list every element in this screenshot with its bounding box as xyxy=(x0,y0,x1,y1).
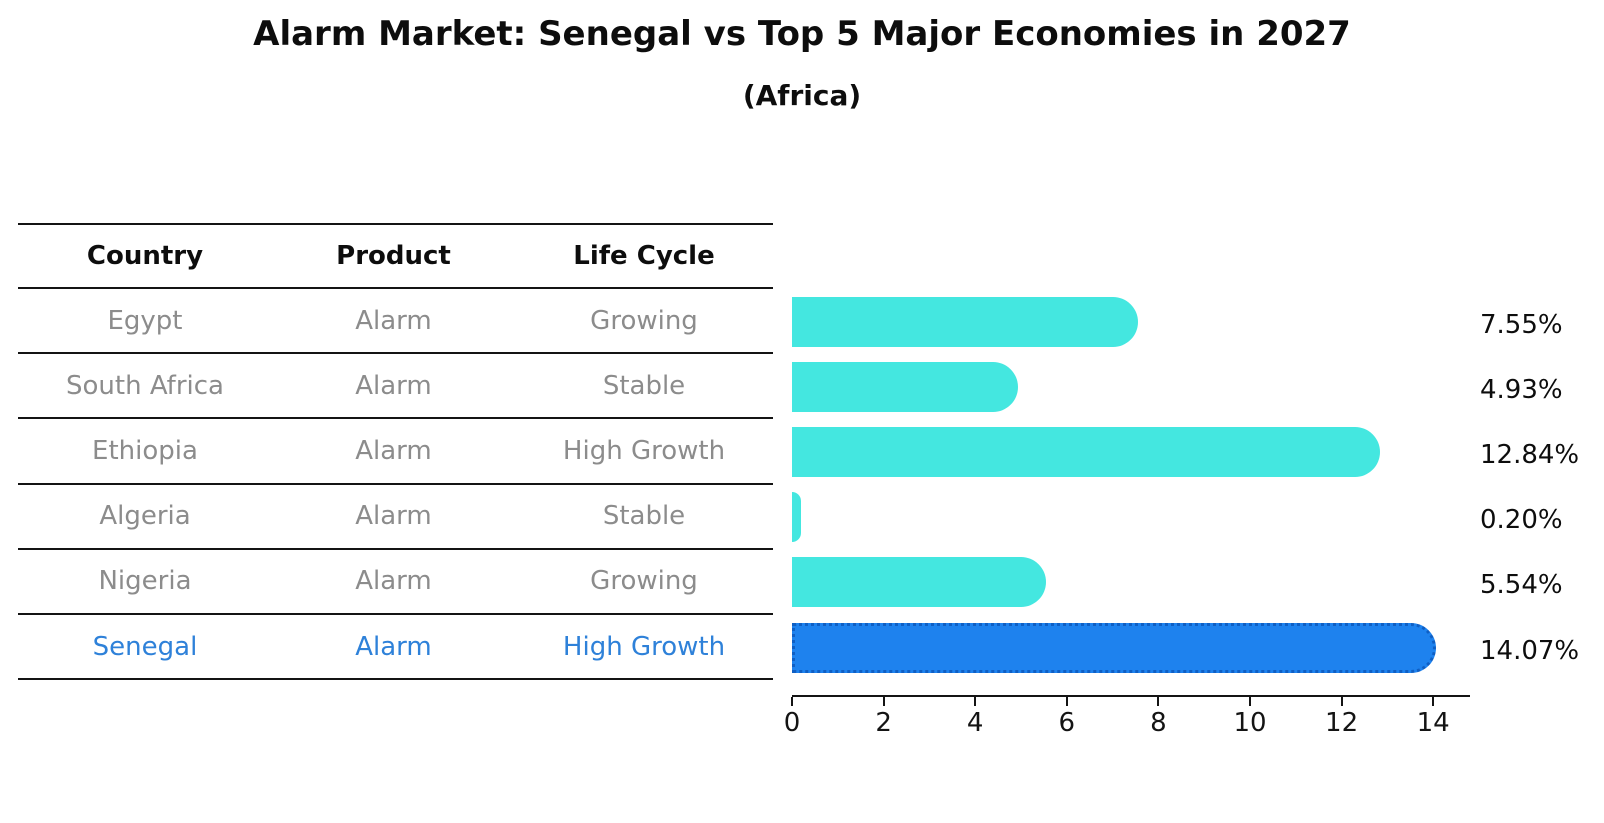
table-row-egypt: Egypt Alarm Growing xyxy=(18,289,773,355)
x-axis-tick-label: 10 xyxy=(1233,708,1267,738)
x-axis-tick xyxy=(1432,697,1435,706)
x-axis-tick-label: 14 xyxy=(1416,708,1450,738)
x-axis-tick-label: 8 xyxy=(1150,708,1167,738)
x-axis-tick-label: 12 xyxy=(1325,708,1359,738)
column-header-country: Country xyxy=(86,241,204,271)
bar-value-label: 5.54% xyxy=(1480,570,1563,601)
cell-product: Alarm xyxy=(355,631,432,662)
cell-country: South Africa xyxy=(66,370,224,401)
cell-country: Nigeria xyxy=(98,566,192,597)
bar-ethiopia xyxy=(792,427,1381,477)
x-axis-tick xyxy=(882,697,885,706)
cell-life-cycle: High Growth xyxy=(562,435,726,466)
bar-value-label: 12.84% xyxy=(1480,440,1580,470)
table-row-algeria: Algeria Alarm Stable xyxy=(18,485,773,550)
cell-product: Alarm xyxy=(355,501,432,532)
cell-product: Alarm xyxy=(355,566,432,597)
chart-title: Alarm Market: Senegal vs Top 5 Major Eco… xyxy=(253,14,1351,54)
table-header-row: Country Product Life Cycle xyxy=(18,223,773,289)
x-axis-tick-label: 4 xyxy=(966,708,984,738)
chart-subtitle: (Africa) xyxy=(742,79,862,112)
cell-country: Algeria xyxy=(99,501,191,532)
x-axis-tick xyxy=(974,697,977,706)
cell-country: Egypt xyxy=(107,305,183,336)
bar-nigeria xyxy=(792,557,1046,608)
table-row-nigeria: Nigeria Alarm Growing xyxy=(18,550,773,615)
x-axis-tick xyxy=(1157,697,1160,706)
bar-senegal xyxy=(792,622,1437,673)
x-axis xyxy=(792,695,1470,697)
bar-value-label: 4.93% xyxy=(1480,374,1563,405)
table-row-south-africa: South Africa Alarm Stable xyxy=(18,354,773,420)
bar-south-africa xyxy=(792,361,1018,412)
x-axis-tick-label: 2 xyxy=(875,708,892,738)
x-axis-tick xyxy=(791,697,793,706)
table-row-senegal-highlighted: Senegal Alarm High Growth xyxy=(18,615,773,681)
x-axis-tick xyxy=(1249,697,1251,706)
x-axis-tick xyxy=(1340,697,1343,706)
x-axis-tick xyxy=(1065,697,1068,706)
x-axis-tick-label: 0 xyxy=(783,708,801,738)
cell-life-cycle: Stable xyxy=(602,370,686,401)
cell-life-cycle: Growing xyxy=(590,305,698,336)
x-axis-tick-label: 6 xyxy=(1058,708,1076,738)
column-header-product: Product xyxy=(336,241,451,271)
cell-product: Alarm xyxy=(355,370,432,401)
table-row-ethiopia: Ethiopia Alarm High Growth xyxy=(18,419,773,485)
cell-life-cycle: Growing xyxy=(590,566,698,597)
cell-country: Senegal xyxy=(92,631,198,662)
cell-country: Ethiopia xyxy=(92,435,198,466)
column-header-life-cycle: Life Cycle xyxy=(573,241,715,271)
cell-product: Alarm xyxy=(355,305,432,336)
cell-product: Alarm xyxy=(355,435,432,466)
bar-algeria xyxy=(792,492,802,543)
bar-value-label: 0.20% xyxy=(1480,505,1563,536)
bar-value-label: 7.55% xyxy=(1480,309,1563,340)
cell-life-cycle: Stable xyxy=(602,501,686,532)
bar-egypt xyxy=(792,296,1138,347)
data-table: Country Product Life Cycle Egypt Alarm G… xyxy=(18,223,773,681)
bar-value-label: 14.07% xyxy=(1480,635,1580,666)
cell-life-cycle: High Growth xyxy=(562,631,726,662)
